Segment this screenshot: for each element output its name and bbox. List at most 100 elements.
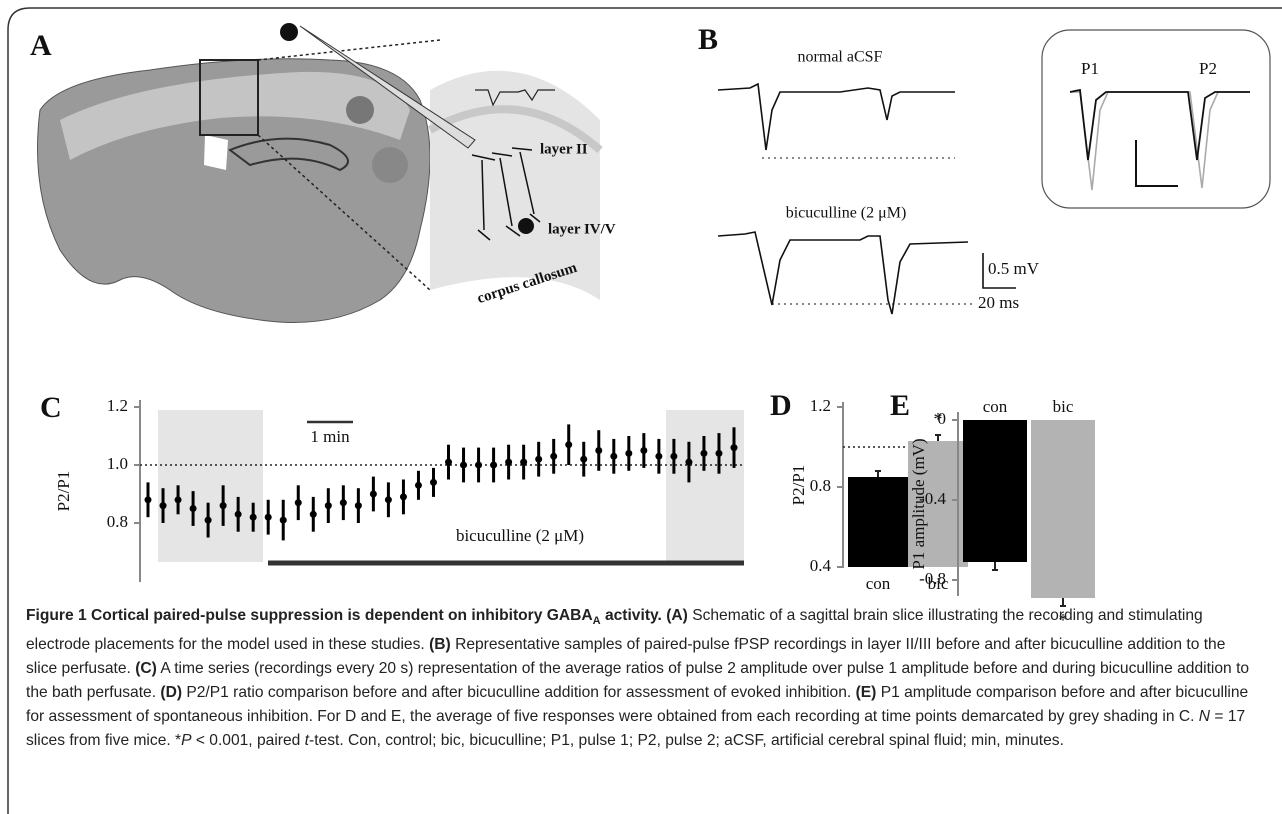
- point: [700, 449, 708, 457]
- trace-overlay: [1070, 91, 1250, 191]
- caption-text: (D): [160, 684, 183, 702]
- y-axis-label: P2/P1: [54, 471, 73, 512]
- y-axis-label: P1 amplitude (mV): [909, 438, 928, 569]
- caption-text: = 17 slices from five mice. *: [26, 708, 1250, 750]
- annotation: bicuculline (2 μM): [456, 526, 584, 545]
- caption-text: P: [181, 732, 192, 750]
- point: [354, 502, 362, 510]
- frame: [7, 7, 1282, 814]
- y-tick-label: 0.8: [107, 512, 128, 531]
- annotation: *: [934, 409, 943, 429]
- layer-label: layer II: [540, 141, 588, 157]
- point: [715, 449, 723, 457]
- annotation: *: [1059, 610, 1068, 630]
- bar: [963, 420, 1027, 562]
- scale-label: 0.5 mV: [988, 259, 1040, 278]
- caption-text: -test. Con, control; bic, bicuculline; P…: [309, 732, 1064, 750]
- caption-text: Schematic of a sagittal brain slice illu…: [26, 607, 1208, 654]
- panel-label: E: [890, 389, 910, 422]
- point: [580, 455, 588, 463]
- point: [324, 502, 332, 510]
- y-tick-label: 0.4: [810, 556, 832, 575]
- trace-overlay: [1069, 88, 1250, 161]
- point: [475, 461, 483, 469]
- shading: [158, 410, 263, 562]
- shading: [666, 410, 744, 562]
- y-tick-label: 1.2: [810, 396, 831, 415]
- point: [610, 452, 618, 460]
- charts: C P2/P1 1.2 1.0 0.8 1 min bicuculline (2 μM) D P…: [40, 389, 1095, 630]
- point: [264, 513, 272, 521]
- caption-text: P1 amplitude comparison before and after…: [26, 684, 1253, 726]
- point: [414, 481, 422, 489]
- y-tick-label: -0.4: [919, 489, 946, 508]
- pulse-label: P2: [1199, 59, 1217, 78]
- point: [685, 458, 693, 466]
- point: [369, 490, 377, 498]
- point: [204, 516, 212, 524]
- point: [460, 461, 468, 469]
- point: [640, 447, 648, 454]
- y-tick-label: 0: [938, 409, 947, 428]
- scale-bar: [1135, 140, 1178, 187]
- point: [730, 444, 738, 452]
- point: [535, 455, 543, 463]
- point: [490, 461, 498, 469]
- caption-text: (E): [855, 684, 877, 702]
- point: [505, 458, 513, 466]
- caption-text: t: [304, 732, 309, 750]
- trace-label: normal aCSF: [798, 49, 883, 66]
- inset-box: [1041, 29, 1271, 209]
- x-tick-label: con: [866, 574, 891, 593]
- point: [174, 496, 182, 504]
- caption-text: N: [1198, 708, 1211, 726]
- point: [670, 452, 678, 460]
- caption-text: < 0.001, paired: [191, 732, 305, 750]
- y-tick-label: 1.2: [107, 396, 128, 415]
- brain-slice: [37, 39, 441, 323]
- point: [339, 499, 347, 507]
- caption-text: Figure 1 Cortical paired-pulse suppressi…: [26, 607, 593, 624]
- x-tick-label: bic: [1053, 397, 1074, 416]
- point: [429, 478, 437, 486]
- point: [189, 505, 197, 512]
- point: [309, 510, 317, 518]
- x-tick-label: bic: [928, 574, 949, 593]
- point: [565, 441, 573, 449]
- panel-label: B: [698, 23, 718, 56]
- bar: [1031, 420, 1095, 598]
- point: [249, 513, 257, 521]
- point: [625, 449, 633, 457]
- panel-label: D: [770, 389, 792, 422]
- panel-label: C: [40, 391, 62, 424]
- inset-schematic: [280, 23, 603, 300]
- point: [445, 458, 453, 466]
- point: [384, 496, 392, 504]
- pulse-label: P1: [1081, 59, 1099, 78]
- point: [399, 493, 407, 501]
- layer-label: layer IV/V: [548, 221, 616, 237]
- point: [550, 452, 558, 460]
- scale-label: 20 ms: [978, 293, 1019, 312]
- trace: [717, 82, 955, 151]
- trace-label: bicuculline (2 μM): [786, 205, 907, 222]
- caption-text: Representative samples of paired-pulse f…: [26, 636, 1230, 678]
- point: [279, 516, 287, 524]
- trace: [717, 231, 969, 315]
- point: [144, 496, 152, 504]
- point: [219, 502, 227, 510]
- x-tick-label: con: [983, 397, 1008, 416]
- y-axis-label: P2/P1: [789, 465, 808, 506]
- caption: Figure 1 Cortical paired-pulse suppressi…: [26, 604, 1258, 753]
- caption-text: (A): [666, 607, 688, 624]
- point: [520, 458, 528, 466]
- caption-text: A: [592, 615, 601, 628]
- bar: [848, 477, 908, 567]
- point: [234, 510, 242, 518]
- point: [655, 452, 663, 460]
- y-tick-label: -0.8: [919, 569, 946, 588]
- caption-text: activity.: [600, 607, 662, 624]
- point: [159, 502, 167, 510]
